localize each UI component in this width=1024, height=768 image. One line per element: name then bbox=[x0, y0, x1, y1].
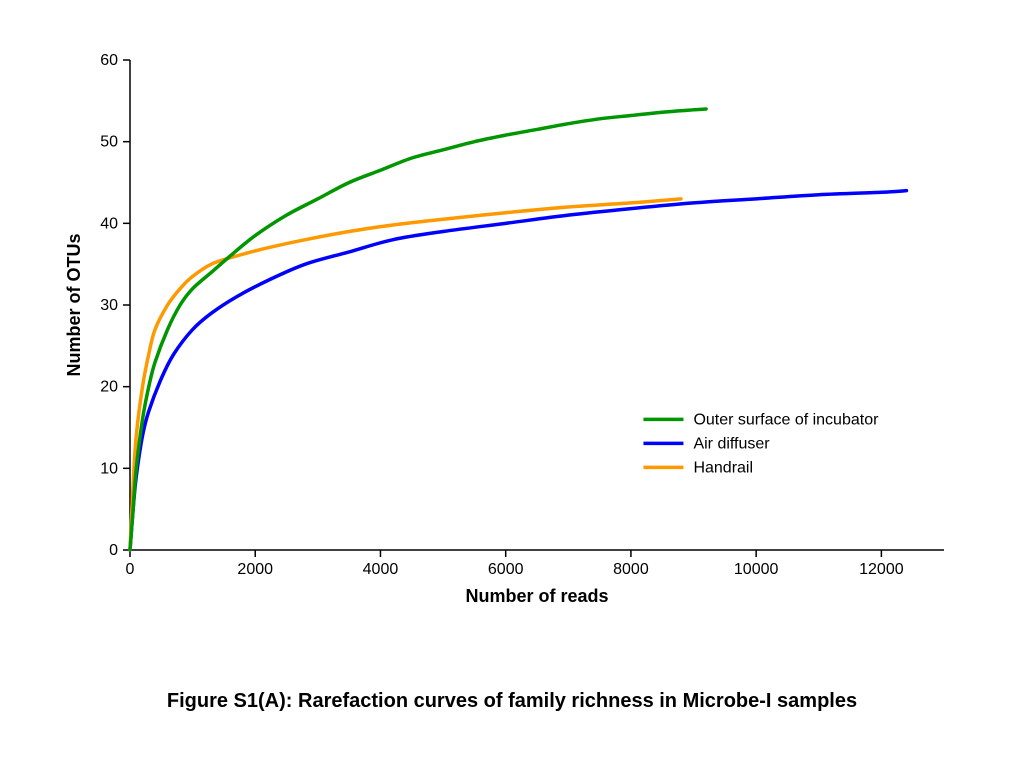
y-tick-label: 20 bbox=[100, 379, 118, 396]
y-tick-label: 0 bbox=[109, 542, 118, 559]
figure-caption: Figure S1(A): Rarefaction curves of fami… bbox=[0, 690, 1024, 713]
y-tick-label: 10 bbox=[100, 460, 118, 477]
series-line bbox=[130, 109, 706, 550]
x-tick-label: 10000 bbox=[734, 561, 779, 578]
rarefaction-chart: 0 2000 4000 6000 8000 10000 12000 0 10 20 30 40 50 60… bbox=[60, 40, 964, 620]
x-tick-label: 8000 bbox=[613, 561, 649, 578]
x-axis-label: Number of reads bbox=[465, 586, 608, 606]
chart-svg: 0 2000 4000 6000 8000 10000 12000 0 10 20 30 40 50 60… bbox=[60, 40, 964, 620]
legend-label: Outer surface of incubator bbox=[693, 411, 879, 428]
x-tick-label: 0 bbox=[126, 561, 135, 578]
x-tick-label: 12000 bbox=[859, 561, 904, 578]
x-tick-label: 2000 bbox=[237, 561, 273, 578]
x-tick-label: 4000 bbox=[363, 561, 399, 578]
legend-label: Handrail bbox=[693, 459, 753, 476]
y-tick-label: 50 bbox=[100, 134, 118, 151]
y-axis-label: Number of OTUs bbox=[64, 233, 84, 376]
y-tick-label: 60 bbox=[100, 52, 118, 69]
series-line bbox=[130, 199, 681, 550]
x-tick-label: 6000 bbox=[488, 561, 524, 578]
figure-page: 0 2000 4000 6000 8000 10000 12000 0 10 20 30 40 50 60… bbox=[0, 0, 1024, 768]
y-tick-label: 40 bbox=[100, 215, 118, 232]
y-tick-label: 30 bbox=[100, 297, 118, 314]
legend-label: Air diffuser bbox=[693, 435, 770, 452]
